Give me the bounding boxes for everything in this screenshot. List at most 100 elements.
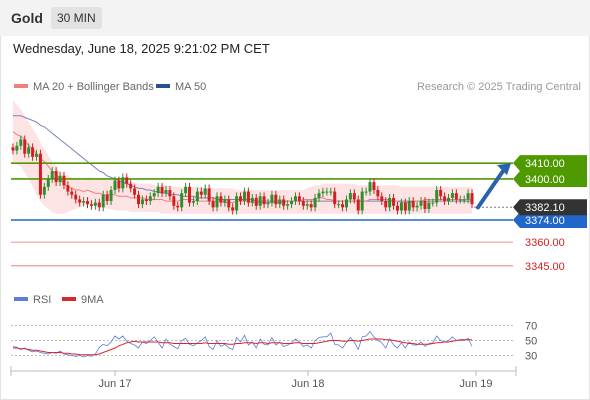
candle-body <box>231 207 235 211</box>
candle-body <box>58 175 62 183</box>
candle-body <box>86 201 90 205</box>
candle-body <box>242 191 246 202</box>
candle-body <box>62 175 66 186</box>
price-panel: 3410.00 3400.00 3374.00 3360.00 3345.00 3382.… <box>11 100 587 273</box>
candle-body <box>164 190 168 194</box>
x-tick-label: Jun 18 <box>291 378 324 390</box>
candle-body <box>388 197 392 208</box>
candle-body <box>384 201 388 208</box>
copyright-label: Research © 2025 Trading Central <box>417 81 581 93</box>
candle-body <box>105 194 109 202</box>
candle-body <box>219 196 223 203</box>
candle-body <box>364 191 368 193</box>
candle-body <box>129 183 133 189</box>
candle-body <box>450 193 454 198</box>
candle-body <box>168 190 172 197</box>
candle-body <box>50 171 54 179</box>
candle-body <box>109 190 113 202</box>
candle-body <box>423 201 427 209</box>
candle-body <box>140 199 144 205</box>
ma50-legend-swatch <box>156 84 170 88</box>
candle-body <box>113 180 117 190</box>
candle-body <box>403 202 407 211</box>
candle-body <box>399 202 403 211</box>
candle-body <box>121 177 125 189</box>
candle-body <box>152 193 156 197</box>
candle-body <box>38 153 42 195</box>
candle-body <box>258 196 262 206</box>
candle-body <box>446 197 450 202</box>
x-tick-label: Jun 17 <box>98 378 131 390</box>
candle-body <box>223 199 227 203</box>
candle-body <box>301 201 305 206</box>
current-price-tag <box>513 199 587 216</box>
level-label-3400.00: 3400.00 <box>525 174 565 186</box>
price-legend: MA 20 + Bollinger Bands MA 50 Research ©… <box>14 81 581 93</box>
candle-body <box>348 193 352 200</box>
rsi-legend: RSI 9MA <box>14 294 104 306</box>
candle-body <box>188 186 192 203</box>
candle-body <box>160 186 164 194</box>
rsi-ma-legend-swatch <box>62 297 76 301</box>
candle-body <box>250 197 254 203</box>
candle-body <box>368 182 372 192</box>
candle-body <box>309 204 313 208</box>
candle-body <box>317 193 321 198</box>
current-price-label: 3382.10 <box>525 202 565 214</box>
candle-body <box>297 196 301 202</box>
rsi-legend-label: RSI <box>33 294 51 306</box>
candle-body <box>97 202 101 208</box>
candle-body <box>133 188 137 195</box>
candle-body <box>235 196 239 211</box>
candle-body <box>156 186 160 194</box>
candle-body <box>19 139 23 146</box>
ma20-line <box>12 131 472 204</box>
candle-body <box>262 196 266 205</box>
candle-body <box>66 185 70 192</box>
candle-body <box>466 193 470 200</box>
candle-body <box>254 197 258 206</box>
candle-body <box>74 194 78 200</box>
candle-body <box>93 202 97 206</box>
candle-body <box>207 188 211 202</box>
candle-body <box>35 153 39 157</box>
candle-body <box>54 171 58 183</box>
timeframe-badge[interactable]: 30 MIN <box>51 7 102 29</box>
candle-body <box>46 178 50 187</box>
candle-body <box>199 191 203 195</box>
candle-body <box>117 180 121 189</box>
instrument-title: Gold <box>11 10 43 26</box>
datetime-label: Wednesday, June 18, 2025 9:21:02 PM CET <box>13 41 270 56</box>
candle-body <box>82 201 86 203</box>
candle-body <box>380 196 384 202</box>
candle-body <box>184 186 188 194</box>
candle-body <box>427 202 431 209</box>
rsi-tick-50: 50 <box>525 336 537 348</box>
candle-body <box>270 194 274 203</box>
rsi-legend-swatch <box>14 297 28 301</box>
candle-body <box>215 196 219 208</box>
candle-body <box>360 191 364 211</box>
candle-body <box>246 191 250 203</box>
candle-body <box>239 196 243 202</box>
rsi-tick-70: 70 <box>525 321 537 333</box>
candle-body <box>313 197 317 208</box>
candle-body <box>176 205 180 208</box>
ma20-legend-swatch <box>14 84 28 88</box>
candle-body <box>148 196 152 202</box>
candle-body <box>31 147 35 157</box>
rsi-line <box>12 330 473 358</box>
candle-body <box>101 194 105 208</box>
candle-body <box>392 197 396 206</box>
candle-body <box>191 201 195 203</box>
candle-body <box>274 194 278 205</box>
level-tag-3374.00 <box>513 212 587 228</box>
candle-body <box>337 204 341 206</box>
candle-body <box>290 201 294 205</box>
candle-body <box>341 204 345 208</box>
candle-body <box>125 177 129 184</box>
candle-body <box>70 191 74 195</box>
forecast-arrow-shaft <box>476 166 507 210</box>
candle-body <box>372 182 376 190</box>
